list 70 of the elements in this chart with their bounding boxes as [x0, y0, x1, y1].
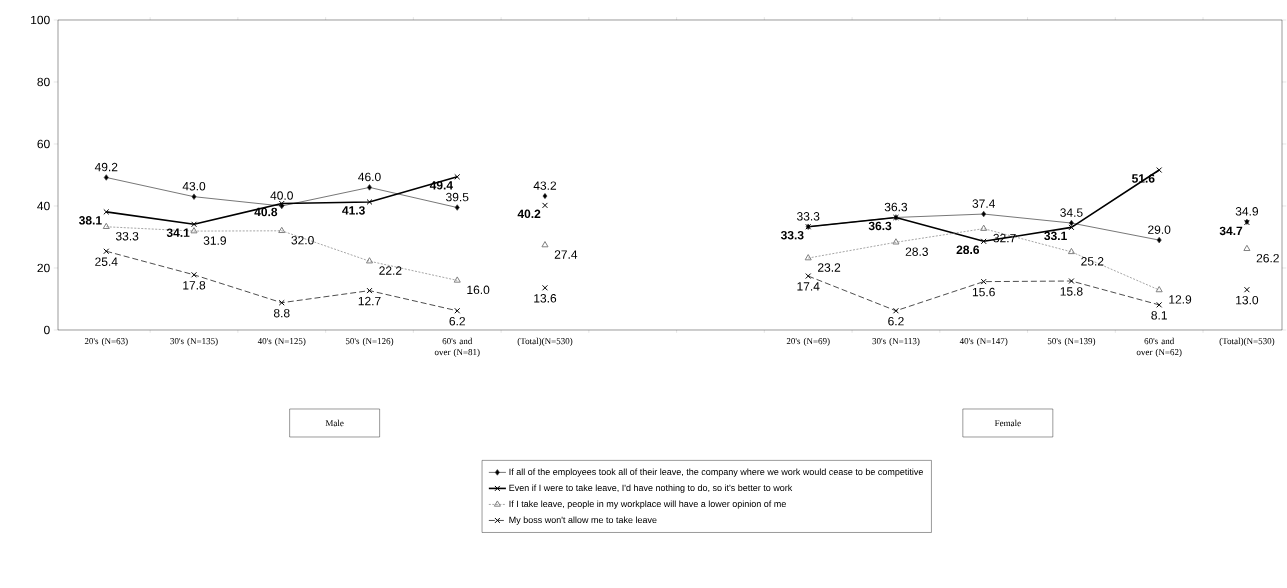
data-label: 49.2 [94, 162, 118, 172]
data-label: 34.9 [1235, 207, 1259, 216]
data-label: 22.2 [379, 266, 402, 275]
data-label: 15.6 [972, 287, 995, 297]
data-label: 40.2 [517, 209, 541, 219]
data-label: 17.8 [183, 281, 206, 290]
data-label: 28.3 [905, 247, 928, 256]
data-label: 39.5 [446, 192, 469, 202]
y-tick-label: 100 [31, 15, 50, 25]
data-label: 46.0 [358, 172, 381, 182]
y-tick-label: 20 [37, 263, 50, 273]
data-label: 37.4 [972, 199, 996, 208]
x-tick-label: (Total)(N=530) [517, 337, 573, 346]
data-label: 15.8 [1060, 287, 1083, 296]
legend-label: If all of the employees took all of their leave, the company where we work would cease to be competitive [509, 468, 923, 477]
data-label: 40.8 [254, 207, 278, 217]
data-label: 17.4 [797, 282, 820, 291]
x-tick-label: 20's (N=69) [786, 337, 830, 346]
x-tick-label: 40's (N=125) [257, 337, 306, 346]
x-tick-label: 30's (N=113) [872, 337, 920, 346]
data-label: 31.9 [203, 236, 226, 245]
text: Female [994, 419, 1021, 427]
legend-label: If I take leave, people in my workplace will have a lower opinion of me [509, 500, 786, 509]
data-label: 13.6 [534, 294, 557, 303]
data-label: 25.2 [1081, 257, 1104, 266]
data-label: 8.8 [273, 308, 290, 318]
x-tick-label: 40's (N=147) [959, 337, 1008, 346]
x-tick-label: 50's (N=139) [1047, 337, 1096, 346]
data-label: 43.2 [533, 181, 557, 190]
data-label: 43.0 [182, 182, 206, 191]
data-label: 28.6 [956, 245, 980, 255]
data-label: 27.4 [554, 250, 578, 259]
data-label: 12.9 [1169, 295, 1192, 304]
data-label: 33.3 [115, 231, 139, 241]
data-label: 23.2 [818, 263, 841, 272]
x-tick-label: 30's (N=135) [170, 337, 218, 346]
x-tick-label: 60's and over (N=81) [434, 337, 480, 357]
data-label: 34.5 [1060, 208, 1083, 217]
x-tick-label: (Total)(N=530) [1219, 337, 1275, 346]
data-label: 40.0 [270, 191, 293, 200]
text: Male [325, 419, 344, 427]
legend-label: My boss won't allow me to take leave [509, 516, 657, 525]
x-tick-label: 20's (N=63) [84, 337, 128, 346]
data-label: 13.0 [1236, 295, 1259, 305]
data-label: 41.3 [342, 206, 365, 215]
data-label: 34.1 [166, 228, 190, 237]
data-label: 25.4 [95, 257, 118, 266]
data-label: 34.7 [1219, 226, 1243, 236]
data-label: 29.0 [1148, 225, 1171, 234]
data-label: 8.1 [1151, 311, 1167, 320]
data-label: 36.3 [884, 202, 908, 212]
data-label: 26.2 [1256, 253, 1279, 263]
data-label: 33.3 [780, 230, 804, 240]
legend-label: Even if I were to take leave, I'd have nothing to do, so it's better to work [509, 484, 793, 493]
data-label: 36.3 [868, 221, 892, 231]
data-label: 6.2 [449, 316, 465, 326]
data-label: 49.4 [429, 181, 453, 190]
data-label: 6.2 [888, 316, 904, 326]
y-tick-label: 80 [37, 77, 50, 87]
x-tick-label: 60's and over (N=62) [1136, 337, 1182, 357]
data-label: 32.0 [291, 235, 314, 245]
x-tick-label: 50's (N=126) [345, 337, 394, 346]
y-tick-label: 0 [44, 325, 50, 335]
data-label: 16.0 [467, 285, 490, 295]
y-tick-label: 40 [37, 201, 50, 211]
data-label: 12.7 [358, 296, 381, 306]
data-label: 33.3 [796, 212, 820, 221]
data-label: 33.1 [1044, 231, 1067, 241]
data-label: 38.1 [79, 216, 102, 225]
y-tick-label: 60 [37, 139, 50, 149]
